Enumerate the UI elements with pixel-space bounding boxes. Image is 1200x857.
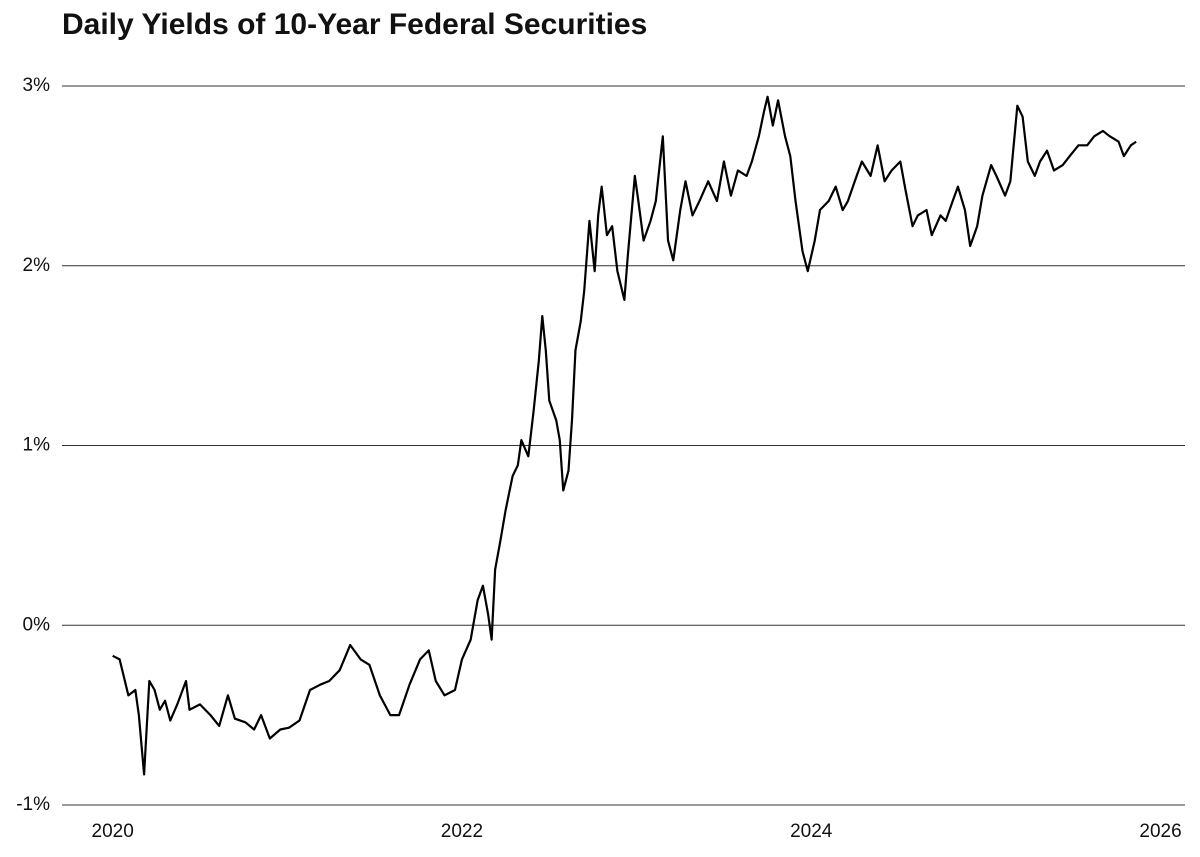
yield-line <box>112 95 1137 776</box>
x-tick-label: 2020 <box>92 821 134 842</box>
y-tick-label: 3% <box>23 75 51 96</box>
x-tick-label: 2022 <box>441 821 483 842</box>
y-tick-label: 1% <box>23 435 51 456</box>
y-tick-label: -1% <box>16 794 50 815</box>
x-tick-label: 2024 <box>790 821 833 842</box>
chart-title: Daily Yields of 10-Year Federal Securiti… <box>62 8 647 41</box>
x-tick-label: 2026 <box>1139 821 1181 842</box>
y-tick-label: 0% <box>23 614 51 635</box>
y-tick-label: 2% <box>23 255 51 276</box>
